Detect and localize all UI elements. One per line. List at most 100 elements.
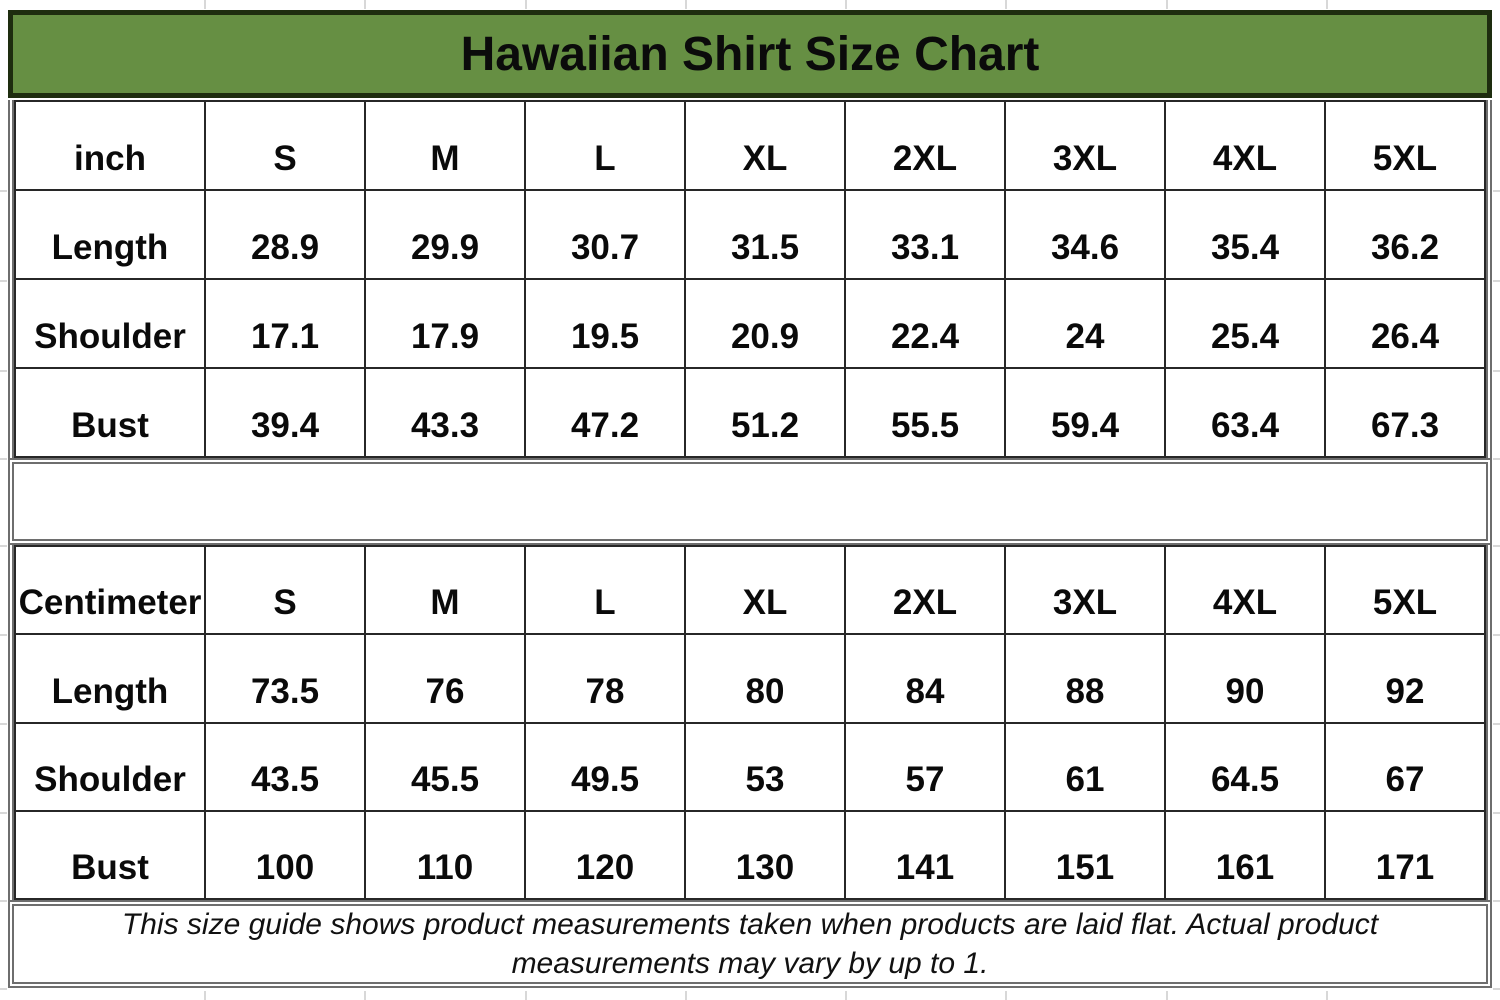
value-cell: 20.9	[684, 278, 846, 369]
gridline-tick	[685, 0, 687, 9]
size-header-cell: 5XL	[1324, 100, 1486, 191]
gridline-tick	[0, 988, 7, 990]
value-cell: 22.4	[844, 278, 1006, 369]
value-cell: 73.5	[204, 633, 366, 724]
value-cell: 36.2	[1324, 189, 1486, 280]
size-header-cell: S	[204, 100, 366, 191]
value-cell: 151	[1004, 809, 1166, 901]
unit-label-cell: inch	[14, 100, 206, 191]
gridline-tick	[525, 991, 527, 1000]
header-row: Centimeter S M L XL 2XL 3XL 4XL 5XL	[14, 544, 1486, 636]
table-row: Bust 39.4 43.3 47.2 51.2 55.5 59.4 63.4 67.3	[14, 367, 1486, 458]
value-cell: 19.5	[524, 278, 686, 369]
title-banner: Hawaiian Shirt Size Chart	[8, 10, 1492, 98]
value-cell: 120	[524, 809, 686, 901]
gridline-tick	[1493, 280, 1500, 282]
value-cell: 31.5	[684, 189, 846, 280]
unit-label-cell: Centimeter	[14, 544, 206, 636]
gridline-tick	[1005, 0, 1007, 9]
gridline-tick	[0, 370, 7, 372]
value-cell: 84	[844, 633, 1006, 724]
row-label-cell: Shoulder	[14, 721, 206, 812]
size-table-inch: inch S M L XL 2XL 3XL 4XL 5XL Length 28.9 29.9 30.7 3…	[14, 100, 1486, 458]
gridline-tick	[1326, 0, 1328, 9]
value-cell: 28.9	[204, 189, 366, 280]
row-label-cell: Bust	[14, 367, 206, 458]
gridline-tick	[364, 991, 366, 1000]
gridline-tick	[0, 190, 7, 192]
size-header-cell: 4XL	[1164, 100, 1326, 191]
row-label-cell: Bust	[14, 809, 206, 901]
gridline-tick	[0, 634, 7, 636]
value-cell: 110	[364, 809, 526, 901]
gridline-tick	[204, 991, 206, 1000]
row-label-cell: Length	[14, 189, 206, 280]
gridline-tick	[1166, 0, 1168, 9]
value-cell: 61	[1004, 721, 1166, 812]
value-cell: 161	[1164, 809, 1326, 901]
value-cell: 171	[1324, 809, 1486, 901]
gridline-tick	[1493, 723, 1500, 725]
value-cell: 76	[364, 633, 526, 724]
value-cell: 33.1	[844, 189, 1006, 280]
size-table-cm: Centimeter S M L XL 2XL 3XL 4XL 5XL Length 73.5 76 7…	[14, 544, 1486, 901]
value-cell: 49.5	[524, 721, 686, 812]
gridline-tick	[845, 991, 847, 1000]
value-cell: 29.9	[364, 189, 526, 280]
gridline-tick	[0, 900, 7, 902]
value-cell: 55.5	[844, 367, 1006, 458]
value-cell: 67.3	[1324, 367, 1486, 458]
value-cell: 67	[1324, 721, 1486, 812]
value-cell: 90	[1164, 633, 1326, 724]
gridline-tick	[845, 0, 847, 9]
size-header-cell: 3XL	[1004, 100, 1166, 191]
gridline-tick	[0, 458, 7, 460]
table-row: Shoulder 17.1 17.9 19.5 20.9 22.4 24 25.4 26.4	[14, 278, 1486, 369]
cm-table-wrap: Centimeter S M L XL 2XL 3XL 4XL 5XL Length 73.5 76 7…	[8, 544, 1492, 901]
value-cell: 141	[844, 809, 1006, 901]
value-cell: 63.4	[1164, 367, 1326, 458]
value-cell: 47.2	[524, 367, 686, 458]
value-cell: 57	[844, 721, 1006, 812]
gridline-tick	[685, 991, 687, 1000]
gridline-tick	[1493, 812, 1500, 814]
size-header-cell: 4XL	[1164, 544, 1326, 636]
page-title: Hawaiian Shirt Size Chart	[460, 27, 1040, 81]
value-cell: 130	[684, 809, 846, 901]
gridline-tick	[1493, 988, 1500, 990]
table-row: Length 73.5 76 78 80 84 88 90 92	[14, 633, 1486, 724]
value-cell: 51.2	[684, 367, 846, 458]
value-cell: 59.4	[1004, 367, 1166, 458]
gridline-tick	[204, 0, 206, 9]
size-header-cell: M	[364, 544, 526, 636]
footer-note: This size guide shows product measuremen…	[8, 900, 1492, 988]
value-cell: 17.1	[204, 278, 366, 369]
footer-note-line1: This size guide shows product measuremen…	[121, 908, 1379, 941]
size-header-cell: 5XL	[1324, 544, 1486, 636]
gridline-tick	[525, 0, 527, 9]
value-cell: 24	[1004, 278, 1166, 369]
size-header-cell: 3XL	[1004, 544, 1166, 636]
size-header-cell: L	[524, 544, 686, 636]
size-header-cell: L	[524, 100, 686, 191]
value-cell: 80	[684, 633, 846, 724]
gridline-tick	[0, 723, 7, 725]
value-cell: 78	[524, 633, 686, 724]
footer-note-line2: measurements may vary by up to 1.	[511, 947, 989, 980]
size-header-cell: 2XL	[844, 100, 1006, 191]
value-cell: 92	[1324, 633, 1486, 724]
size-header-cell: M	[364, 100, 526, 191]
gridline-tick	[1166, 991, 1168, 1000]
value-cell: 88	[1004, 633, 1166, 724]
gridline-tick	[0, 280, 7, 282]
value-cell: 43.3	[364, 367, 526, 458]
gridline-tick	[364, 0, 366, 9]
value-cell: 53	[684, 721, 846, 812]
value-cell: 17.9	[364, 278, 526, 369]
value-cell: 100	[204, 809, 366, 901]
size-header-cell: 2XL	[844, 544, 1006, 636]
gridline-tick	[1493, 370, 1500, 372]
table-separator-row	[8, 458, 1492, 545]
value-cell: 45.5	[364, 721, 526, 812]
